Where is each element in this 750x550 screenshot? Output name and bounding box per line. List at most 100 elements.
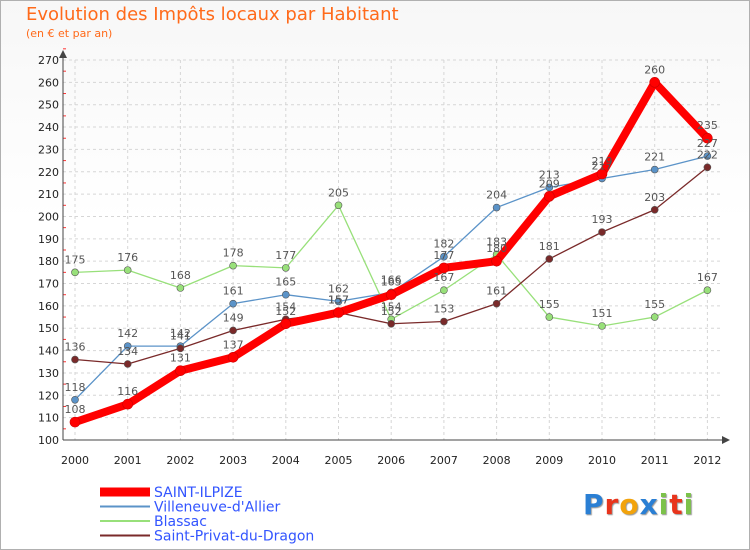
data-label: 165 xyxy=(275,276,296,289)
data-point xyxy=(543,191,555,202)
data-point xyxy=(123,266,132,274)
logo-letter: x xyxy=(639,488,659,521)
data-point xyxy=(229,326,237,335)
data-label: 157 xyxy=(328,294,349,307)
x-tick-label: 2007 xyxy=(430,454,458,467)
data-label: 221 xyxy=(644,151,665,164)
data-point xyxy=(492,299,501,308)
data-point xyxy=(69,416,81,428)
data-label: 155 xyxy=(539,298,560,311)
legend-label-3: Saint-Privat-du-Dragon xyxy=(154,529,314,545)
y-tick-label: 220 xyxy=(38,166,59,179)
y-tick-label: 200 xyxy=(38,210,59,223)
axes: 100 110 120 130 140 150 160 170 180 190 200 210 220 2… xyxy=(38,48,730,467)
data-point xyxy=(703,152,712,160)
x-tick-label: 2006 xyxy=(377,454,405,467)
data-label: 151 xyxy=(592,307,613,320)
x-tick-label: 2010 xyxy=(588,454,616,467)
data-label: 168 xyxy=(170,269,191,282)
data-point xyxy=(650,205,659,214)
chart-subtitle: (en € et par an) xyxy=(26,27,113,40)
data-label: 219 xyxy=(592,155,613,168)
data-label: 142 xyxy=(170,327,191,340)
data-label: 235 xyxy=(697,119,718,132)
data-label: 176 xyxy=(117,251,138,264)
logo-letter: o xyxy=(619,488,640,521)
data-point xyxy=(229,299,237,308)
data-label: 141 xyxy=(170,329,191,342)
x-tick-label: 2003 xyxy=(219,454,247,467)
data-point xyxy=(703,286,712,295)
data-point xyxy=(492,203,501,212)
data-label: 161 xyxy=(486,285,507,298)
y-tick-label: 170 xyxy=(38,278,59,291)
data-label: 167 xyxy=(697,271,718,284)
x-tick-label: 2009 xyxy=(535,454,563,467)
data-point xyxy=(123,360,132,368)
data-point xyxy=(71,355,79,364)
data-point xyxy=(281,290,290,299)
data-label: 260 xyxy=(644,63,665,76)
data-label: 136 xyxy=(65,341,86,354)
data-point xyxy=(122,398,133,410)
y-tick-label: 240 xyxy=(38,121,59,134)
legend-label-2: Blassac xyxy=(154,514,207,530)
data-point xyxy=(227,351,239,363)
data-point xyxy=(387,319,396,328)
data-label: 118 xyxy=(65,381,86,394)
chart-title: Evolution des Impôts locaux par Habitant xyxy=(26,4,399,25)
y-tick-label: 110 xyxy=(38,412,59,425)
data-label: 182 xyxy=(433,238,454,251)
data-point xyxy=(176,344,185,353)
data-label: 205 xyxy=(328,186,349,199)
data-label: 137 xyxy=(223,338,244,351)
y-tick-label: 140 xyxy=(38,345,59,358)
data-point xyxy=(440,252,448,261)
data-label: 177 xyxy=(433,249,454,262)
data-label: 193 xyxy=(592,213,613,226)
data-label: 175 xyxy=(65,253,86,266)
data-label: 157 xyxy=(328,294,349,307)
x-tick-label: 2004 xyxy=(272,454,300,467)
data-label: 155 xyxy=(644,298,665,311)
legend: SAINT-ILPIZEVilleneuve-d'AllierBlassacSa… xyxy=(100,485,314,545)
x-tick-label: 2008 xyxy=(483,454,511,467)
y-tick-label: 160 xyxy=(38,300,59,313)
data-point xyxy=(281,264,290,272)
data-label: 154 xyxy=(381,300,402,313)
logo-letter: r xyxy=(604,488,620,521)
data-point xyxy=(71,395,79,404)
data-point xyxy=(598,322,606,330)
data-labels: 108 116 131 137 152 157 165 177 180 209 219 260 235 1… xyxy=(65,63,718,416)
legend-label-1: Villeneuve-d'Allier xyxy=(154,500,280,516)
y-tick-label: 190 xyxy=(38,233,59,246)
data-label: 213 xyxy=(539,168,560,181)
data-label: 153 xyxy=(433,303,454,316)
data-point xyxy=(176,284,185,292)
data-point xyxy=(385,289,397,301)
data-point xyxy=(703,163,712,172)
data-point xyxy=(545,255,554,263)
data-point xyxy=(333,307,344,318)
data-point xyxy=(596,168,608,180)
x-tick-label: 2005 xyxy=(325,454,353,467)
y-tick-label: 230 xyxy=(38,143,59,156)
data-label: 142 xyxy=(117,327,138,340)
y-tick-label: 260 xyxy=(38,76,59,89)
y-axis-arrow xyxy=(59,50,67,58)
data-label: 203 xyxy=(644,191,665,204)
data-point xyxy=(440,286,448,295)
data-label: 180 xyxy=(486,242,507,255)
data-label: 134 xyxy=(117,345,138,358)
data-point xyxy=(545,313,554,321)
data-label: 217 xyxy=(592,159,613,172)
data-label: 209 xyxy=(539,177,560,190)
data-label: 161 xyxy=(223,285,244,298)
x-tick-label: 2000 xyxy=(61,454,89,467)
data-point xyxy=(440,317,448,326)
data-label: 152 xyxy=(275,305,296,318)
data-point xyxy=(650,165,659,174)
data-point xyxy=(702,132,713,144)
